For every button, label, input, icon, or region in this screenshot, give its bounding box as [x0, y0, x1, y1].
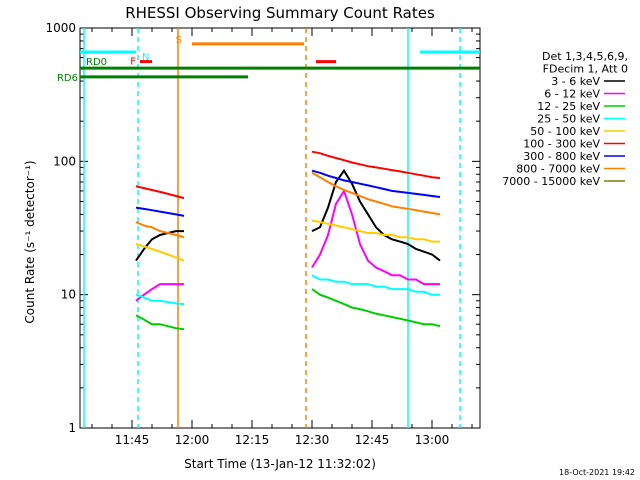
legend-label: 50 - 100 keV — [530, 125, 600, 138]
flag-label-rd6: RD6 — [57, 73, 78, 84]
y-tick-label: 1 — [68, 421, 76, 435]
series-line-7 — [311, 171, 441, 216]
flag-label-n: N — [142, 52, 149, 63]
series-line-1 — [311, 188, 440, 286]
series-line-4 — [135, 243, 185, 262]
series-line-2 — [311, 288, 441, 328]
series-line-5 — [135, 185, 185, 200]
plot-area: 1 10 100 1000 11:45 12:00 12:15 12:30 12:45 13:00… — [45, 21, 481, 447]
x-tick-label: 12:45 — [355, 433, 390, 447]
legend-header: FDecim 1, Att 0 — [543, 63, 628, 76]
series-line-0 — [135, 230, 184, 262]
x-tick-label: 11:45 — [115, 433, 150, 447]
series-line-2 — [135, 314, 185, 331]
legend-header: Det 1,3,4,5,6,9, — [542, 50, 628, 63]
legend-label: 12 - 25 keV — [537, 100, 600, 113]
y-tick-label: 1000 — [45, 21, 76, 35]
series-line-3 — [135, 293, 185, 306]
series-line-6 — [135, 206, 185, 217]
plot-frame — [79, 27, 481, 429]
series-line-6 — [311, 169, 441, 198]
y-tick-label: 100 — [53, 154, 76, 168]
y-tick-label: 10 — [61, 288, 76, 302]
x-axis-label: Start Time (13-Jan-12 11:32:02) — [184, 457, 376, 471]
x-tick-label: 13:00 — [415, 433, 450, 447]
series-line-7 — [135, 221, 185, 239]
timestamp: 18-Oct-2021 19:42 — [559, 468, 635, 477]
legend: Det 1,3,4,5,6,9,FDecim 1, Att 03 - 6 keV… — [502, 50, 628, 188]
legend-label: 25 - 50 keV — [537, 113, 600, 126]
flag-label-f: F — [130, 57, 136, 68]
flag-label-s: S — [176, 35, 182, 46]
legend-label: 300 - 800 keV — [523, 150, 600, 163]
series-line-0 — [311, 168, 441, 262]
x-tick-label: 12:00 — [175, 433, 210, 447]
chart-title: RHESSI Observing Summary Count Rates — [125, 4, 435, 22]
series-line-3 — [311, 274, 440, 296]
x-tick-label: 12:15 — [235, 433, 270, 447]
series-line-1 — [135, 283, 184, 302]
legend-label: 6 - 12 keV — [544, 88, 600, 101]
legend-label: 7000 - 15000 keV — [502, 175, 600, 188]
series-line-4 — [311, 219, 440, 243]
legend-label: 800 - 7000 keV — [516, 163, 600, 176]
series-line-5 — [311, 150, 441, 179]
legend-label: 100 - 300 keV — [523, 138, 600, 151]
y-axis-label: Count Rate (s⁻¹ detector⁻¹) — [23, 160, 37, 323]
legend-label: 3 - 6 keV — [551, 75, 600, 88]
x-tick-label: 12:30 — [295, 433, 330, 447]
flag-label-rd0: RD0 — [86, 57, 107, 68]
